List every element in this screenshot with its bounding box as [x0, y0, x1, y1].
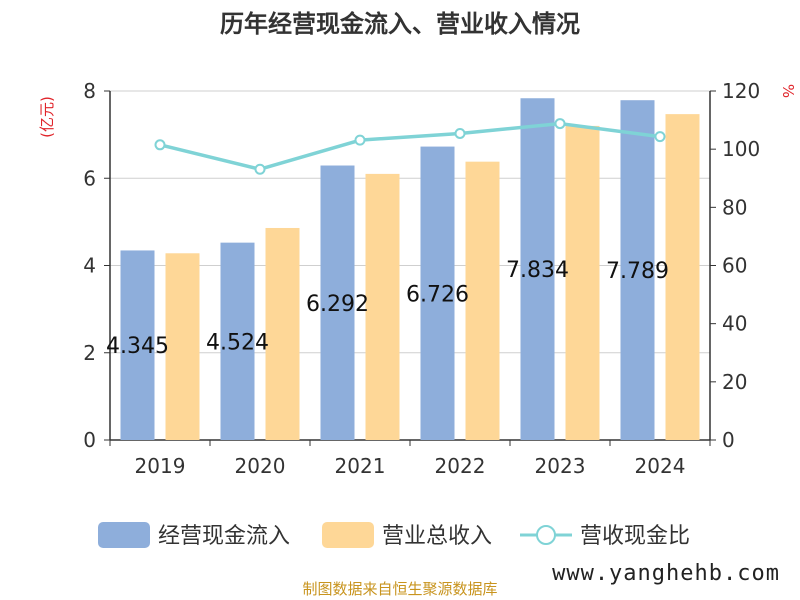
chart-title: 历年经营现金流入、营业收入情况	[220, 10, 580, 38]
ratio-point	[454, 127, 466, 139]
bar-cash-inflow	[420, 146, 455, 440]
x-tick-label: 2024	[635, 454, 686, 478]
left-tick-label: 8	[83, 79, 96, 103]
ratio-point	[354, 134, 366, 146]
x-tick-label: 2019	[135, 454, 186, 478]
data-label: 7.789	[606, 259, 669, 284]
ratio-point	[654, 131, 666, 143]
x-tick-label: 2020	[235, 454, 286, 478]
bar-revenue	[465, 161, 500, 441]
left-tick-label: 4	[83, 254, 96, 278]
bar-revenue	[165, 253, 200, 440]
x-tick-label: 2023	[535, 454, 586, 478]
bar-cash-inflow	[520, 98, 555, 440]
bar-revenue	[665, 114, 700, 440]
right-axis-unit: %	[779, 84, 797, 98]
right-tick-label: 0	[722, 428, 735, 452]
bar-revenue	[265, 227, 300, 440]
data-label: 4.524	[206, 330, 269, 355]
left-axis-unit: (亿元)	[38, 96, 56, 138]
ratio-point	[154, 139, 166, 151]
legend-marker	[536, 525, 556, 545]
legend: 经营现金流入 营业总收入 营收现金比	[98, 522, 690, 549]
left-tick-label: 2	[83, 341, 96, 365]
right-tick-label: 20	[722, 370, 747, 394]
x-tick-label: 2021	[335, 454, 386, 478]
data-label: 4.345	[106, 334, 169, 359]
right-tick-label: 60	[722, 254, 747, 278]
data-labels: 4.345 4.524 6.292 6.726 7.834 7.789	[106, 258, 669, 359]
ratio-point	[254, 163, 266, 175]
right-tick-label: 80	[722, 195, 747, 219]
bar-cash-inflow	[320, 165, 355, 440]
watermark: www.yanghehb.com	[552, 561, 780, 586]
ratio-line	[154, 118, 666, 175]
data-label: 6.726	[406, 282, 469, 307]
legend-label: 经营现金流入	[158, 524, 290, 549]
ratio-point	[554, 118, 566, 130]
right-tick-label: 120	[722, 79, 760, 103]
source-note: 制图数据来自恒生聚源数据库	[302, 580, 497, 598]
bar-cash-inflow	[220, 242, 255, 440]
left-tick-label: 6	[83, 166, 96, 190]
data-label: 7.834	[506, 258, 569, 283]
bars	[120, 98, 700, 441]
legend-swatch	[98, 522, 150, 548]
bar-cash-inflow	[120, 250, 155, 440]
x-tick-label: 2022	[435, 454, 486, 478]
bar-revenue	[365, 173, 400, 440]
data-label: 6.292	[306, 292, 369, 317]
right-tick-label: 100	[722, 137, 760, 161]
legend-label: 营收现金比	[580, 524, 690, 549]
bar-cash-inflow	[620, 100, 655, 441]
ratio-line-path	[159, 121, 661, 171]
legend-label: 营业总收入	[382, 524, 492, 549]
right-tick-label: 40	[722, 312, 747, 336]
bar-revenue	[565, 125, 600, 441]
legend-swatch	[322, 522, 374, 548]
left-tick-label: 0	[83, 428, 96, 452]
